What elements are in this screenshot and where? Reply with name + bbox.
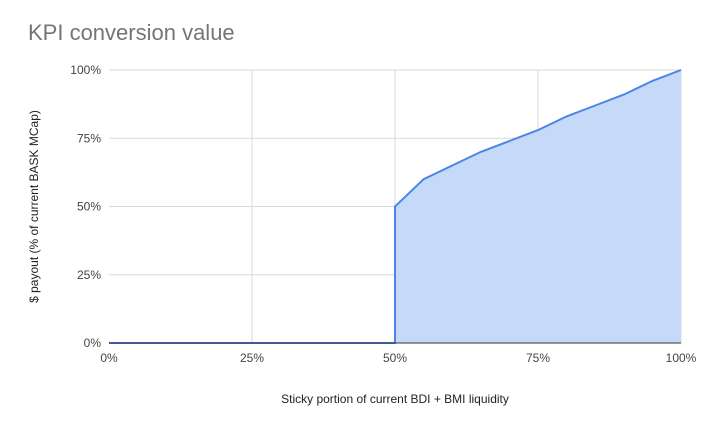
x-tick-label: 25% (240, 351, 264, 365)
y-tick-label: 0% (84, 336, 102, 350)
x-axis-title: Sticky portion of current BDI + BMI liqu… (281, 392, 509, 406)
chart-title: KPI conversion value (28, 20, 235, 45)
series-line (109, 69, 682, 344)
x-tick-label: 0% (100, 351, 118, 365)
x-tick-label: 100% (666, 351, 697, 365)
y-tick-label: 75% (77, 131, 101, 145)
y-tick-label: 50% (77, 200, 101, 214)
y-tick-label: 25% (77, 268, 101, 282)
x-axis-ticks: 0% 25% 50% 75% 100% (100, 351, 696, 365)
y-tick-label: 100% (70, 63, 101, 77)
y-axis-ticks: 0% 25% 50% 75% 100% (70, 63, 101, 350)
y-axis-title: $ payout (% of current BASK MCap) (27, 110, 41, 303)
x-tick-label: 50% (383, 351, 407, 365)
x-tick-label: 75% (526, 351, 550, 365)
